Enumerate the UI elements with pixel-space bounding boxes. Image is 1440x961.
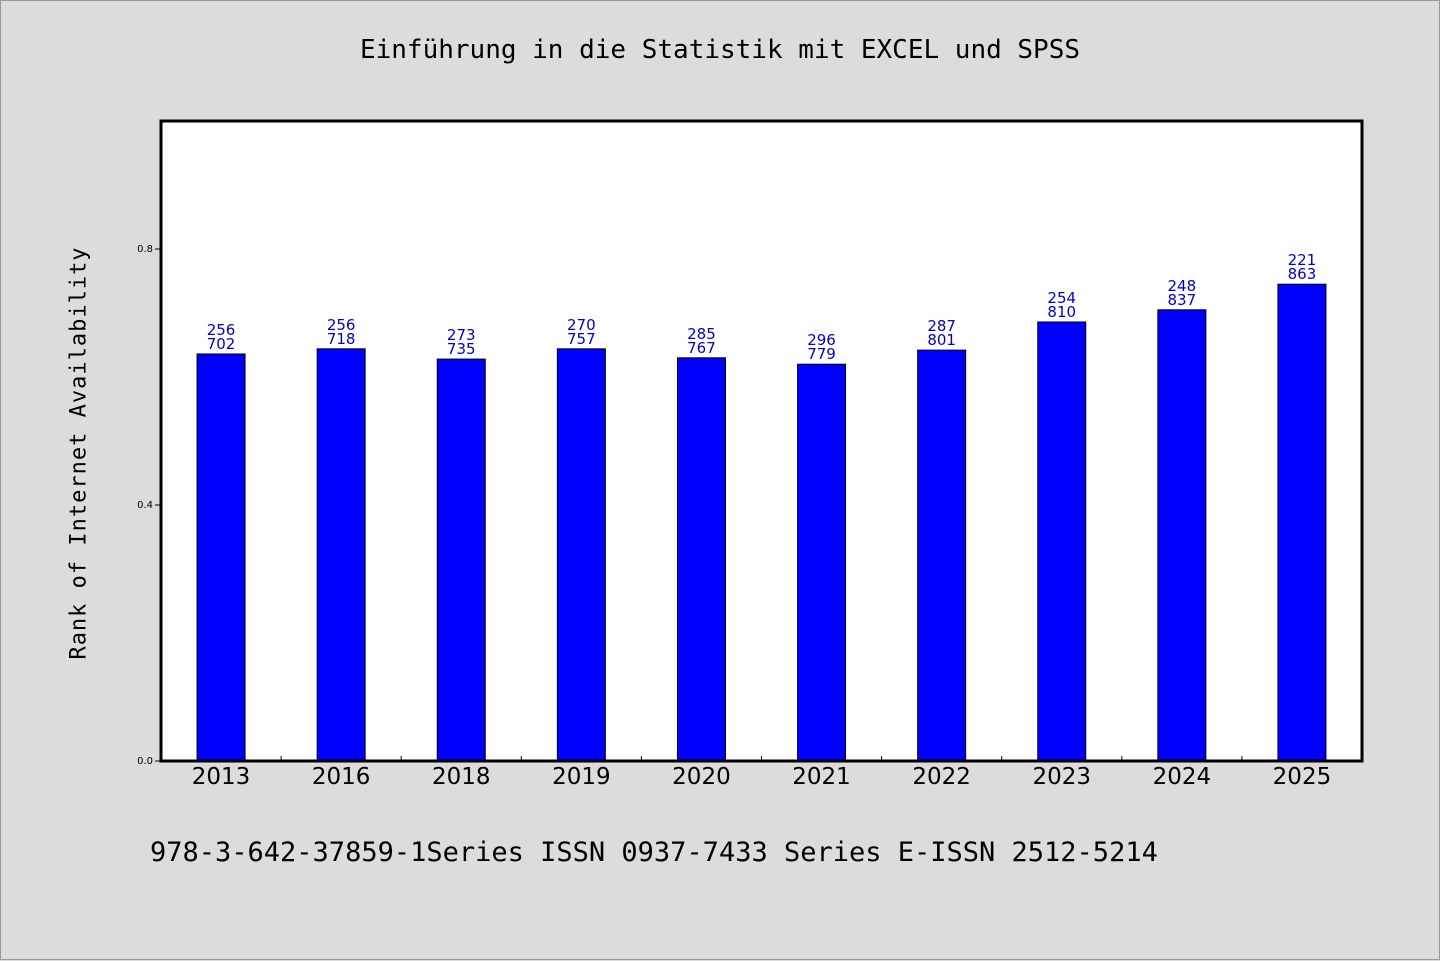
bar: [1037, 321, 1087, 762]
x-tick-label: 2022: [912, 764, 971, 790]
data-label-top: 270: [567, 316, 596, 334]
y-tick-label: 0.4: [137, 500, 153, 511]
y-tick-label: 0.0: [137, 756, 153, 767]
data-label-bottom: 779: [807, 345, 836, 363]
data-label-bottom: 757: [567, 330, 596, 348]
bar: [1157, 309, 1207, 762]
data-label-bottom: 837: [1168, 291, 1197, 309]
data-label-bottom: 735: [447, 340, 476, 358]
data-label-bottom: 702: [207, 335, 236, 353]
x-tick-label: 2016: [312, 764, 371, 790]
data-label-bottom: 718: [327, 330, 356, 348]
x-tick-label: 2021: [792, 764, 851, 790]
bar: [556, 348, 606, 762]
footer-note: 978-3-642-37859-1Series ISSN 0937-7433 S…: [150, 837, 1158, 868]
data-label-top: 248: [1168, 277, 1197, 295]
data-label-top: 256: [327, 316, 356, 334]
bar: [917, 349, 967, 762]
bar: [196, 353, 246, 762]
y-tick-label: 0.8: [137, 244, 153, 255]
chart-title: Einführung in die Statistik mit EXCEL un…: [359, 35, 1081, 65]
data-label-top: 256: [207, 321, 236, 339]
data-label-bottom: 810: [1047, 303, 1076, 321]
bar: [797, 363, 847, 762]
data-label-top: 287: [927, 317, 956, 335]
plot-border: [159, 119, 1364, 763]
data-label-bottom: 801: [927, 331, 956, 349]
x-tick-label: 2025: [1273, 764, 1332, 790]
data-label-top: 254: [1047, 289, 1076, 307]
data-label-top: 285: [687, 325, 716, 343]
data-label-top: 221: [1288, 251, 1317, 269]
bar: [676, 357, 726, 762]
x-tick-label: 2020: [672, 764, 731, 790]
x-tick-label: 2018: [432, 764, 491, 790]
data-label-top: 273: [447, 326, 476, 344]
bar: [316, 348, 366, 762]
bar: [1277, 283, 1327, 762]
bar: [436, 358, 486, 762]
x-tick-label: 2023: [1032, 764, 1091, 790]
x-tick-label: 2024: [1153, 764, 1212, 790]
data-label-bottom: 767: [687, 339, 716, 357]
x-tick-label: 2013: [192, 764, 251, 790]
data-label-top: 296: [807, 331, 836, 349]
data-label-bottom: 863: [1288, 265, 1317, 283]
x-tick-label: 2019: [552, 764, 611, 790]
